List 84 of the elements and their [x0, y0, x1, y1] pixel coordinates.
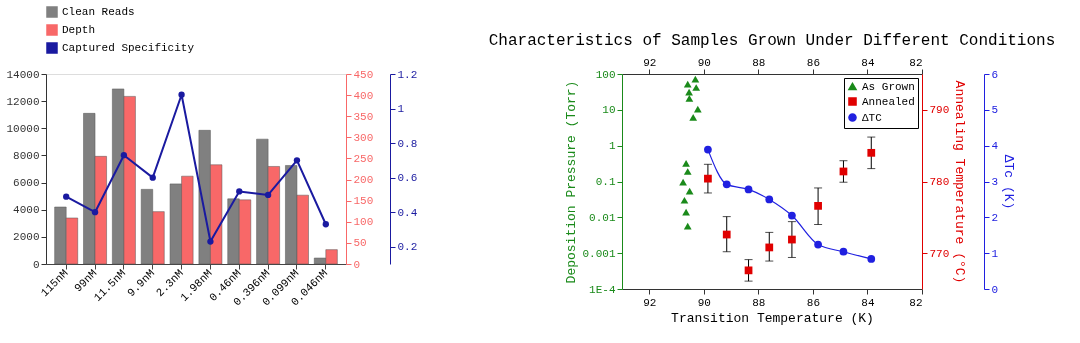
- y2-tick-label: 200: [353, 174, 374, 187]
- point: [867, 148, 876, 157]
- y3-tick-label: 0.2: [397, 241, 418, 254]
- x-tick-label: 92: [643, 56, 657, 69]
- y2-tick-label: 450: [353, 68, 374, 81]
- legend-label: Annealed: [862, 95, 915, 108]
- y-tick-label: 8000: [13, 149, 40, 162]
- x-tick-label: 82: [909, 56, 923, 69]
- y2-tick-label: 350: [353, 110, 374, 123]
- y2-axis-title: Annealing Temperature (°C): [952, 80, 968, 284]
- y2-tick-label: 790: [929, 104, 950, 117]
- point: [120, 152, 128, 159]
- y-tick-label: 6000: [13, 177, 40, 190]
- x-tick-label: 86: [806, 56, 821, 69]
- point: [264, 191, 272, 199]
- legend-label: As Grown: [862, 80, 915, 93]
- y3-tick-label: 1: [991, 247, 999, 260]
- point: [692, 84, 701, 91]
- y2-tick-label: 150: [353, 195, 374, 208]
- y2-tick-label: 300: [353, 131, 374, 144]
- x-tick-label: 90: [697, 56, 711, 69]
- y3-tick-label: 0: [991, 283, 999, 296]
- y2-tick-label: 400: [353, 89, 374, 102]
- legend-label: Clean Reads: [62, 6, 135, 18]
- legend-label: ΔTC: [862, 111, 883, 124]
- point: [683, 168, 692, 175]
- y-tick-label: 0.001: [582, 247, 616, 260]
- y-tick-label: 10000: [6, 122, 40, 135]
- point: [693, 105, 702, 113]
- y3-tick-label: 2: [991, 211, 999, 224]
- point: [236, 188, 243, 195]
- y2-tick-label: 770: [929, 247, 950, 260]
- y-tick-label: 1E-4: [589, 283, 616, 296]
- point: [722, 230, 731, 239]
- y3-tick-label: 4: [991, 140, 999, 153]
- y-tick-label: 12000: [6, 95, 40, 108]
- y3-tick-label: 0.8: [397, 137, 418, 150]
- y-tick-label: 2000: [13, 231, 40, 244]
- y2-tick-label: 50: [353, 237, 367, 250]
- chart-title: Characteristics of Samples Grown Under Different Conditions: [488, 32, 1056, 50]
- y-tick-label: 0.01: [589, 211, 616, 224]
- y3-tick-label: 0.6: [397, 172, 418, 185]
- y3-tick-label: 5: [991, 104, 999, 117]
- y2-tick-label: 250: [353, 152, 374, 165]
- x-axis-title: Transition Temperature (K): [671, 310, 874, 326]
- point: [178, 91, 185, 98]
- point: [685, 88, 693, 96]
- point: [744, 266, 753, 275]
- point: [149, 174, 156, 181]
- legend-label: Depth: [62, 24, 96, 36]
- x-tick-label: 88: [752, 56, 766, 69]
- point: [814, 201, 822, 210]
- point: [322, 221, 329, 228]
- point: [685, 94, 694, 102]
- y3-tick-label: 0.4: [397, 206, 418, 219]
- y2-tick-label: 780: [929, 176, 950, 188]
- y3-tick-label: 1.2: [397, 68, 418, 81]
- y3-tick-label: 6: [991, 68, 999, 81]
- point: [689, 113, 698, 121]
- point: [91, 209, 99, 216]
- point: [788, 235, 796, 244]
- point: [682, 160, 690, 167]
- legend-label: Captured Specificity: [62, 42, 195, 54]
- point: [683, 80, 692, 88]
- y3-tick-label: 1: [397, 103, 405, 116]
- y2-tick-label: 0: [353, 258, 361, 271]
- y3-tick-label: 3: [991, 176, 999, 188]
- y2-tick-label: 100: [353, 216, 374, 229]
- point: [207, 238, 214, 245]
- y-tick-label: 0.1: [595, 176, 616, 188]
- y-tick-label: 1: [608, 140, 616, 153]
- y-tick-label: 100: [595, 68, 616, 81]
- y-tick-label: 0: [32, 258, 40, 271]
- y-tick-label: 14000: [6, 68, 40, 81]
- y-tick-label: 4000: [13, 204, 40, 217]
- x-tick-label: 84: [861, 56, 875, 69]
- point: [704, 174, 712, 183]
- point: [63, 193, 70, 200]
- y-axis-title: Deposition Pressure (Torr): [564, 80, 580, 284]
- point: [765, 243, 774, 252]
- y-tick-label: 10: [602, 104, 616, 117]
- point: [293, 157, 301, 164]
- y3-axis-title: ΔTc (K): [1001, 154, 1017, 210]
- point: [680, 196, 689, 204]
